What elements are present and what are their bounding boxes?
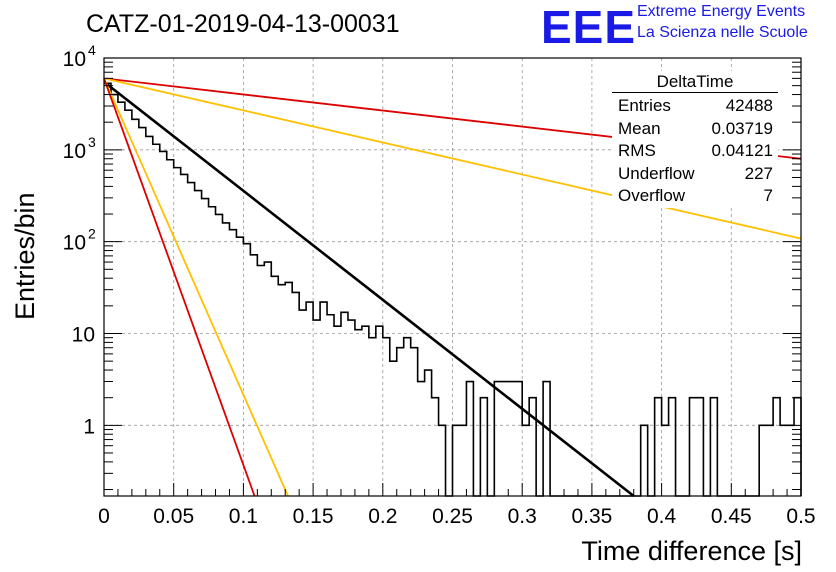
logo-line1: Extreme Energy Events: [637, 3, 806, 20]
y-tick-label: 10: [63, 232, 86, 255]
x-tick-label: 0.3: [508, 505, 537, 528]
y-tick-label: 10: [63, 48, 86, 71]
stats-label: RMS: [618, 141, 656, 160]
x-tick-label: 0.25: [432, 505, 473, 528]
fit-curve: [103, 78, 256, 497]
histogram-outline: [104, 82, 802, 497]
stats-row: Entries 42488: [612, 95, 778, 118]
stats-value: 0.04121: [711, 141, 773, 160]
y-tick-exponent: 2: [88, 226, 96, 242]
stats-row: Mean 0.03719: [612, 118, 778, 141]
chart-title: CATZ-01-2019-04-13-00031: [86, 10, 400, 38]
y-tick-exponent: 3: [88, 134, 96, 150]
stats-value: 0.03719: [711, 118, 773, 138]
eee-logo: EEE: [541, 1, 637, 53]
axis-ticks: [103, 57, 802, 496]
x-tick-label: 0.2: [368, 505, 397, 528]
x-tick-label: 0.45: [711, 505, 752, 528]
y-axis-label: Entries/bin: [10, 192, 40, 320]
stats-label: Overflow: [618, 186, 686, 205]
stats-value: 227: [744, 163, 773, 183]
fit-curve: [103, 78, 289, 497]
stats-value: 7: [763, 186, 773, 205]
x-tick-label: 0.1: [229, 505, 258, 528]
stats-box-title: DeltaTime: [612, 71, 778, 93]
stats-row: Underflow 227: [612, 163, 778, 186]
histogram-series: [104, 82, 802, 497]
x-tick-labels: 0 0.05 0.1 0.15 0.2 0.25 0.3 0.35 0.4 0.45 0.5: [98, 505, 815, 528]
logo-line2: La Scienza nelle Scuole: [637, 24, 808, 41]
x-tick-label: 0.5: [786, 505, 815, 528]
stats-label: Underflow: [618, 163, 695, 183]
x-tick-label: 0.35: [571, 505, 612, 528]
y-tick-label: 10: [72, 323, 95, 346]
y-tick-exponent: 4: [88, 42, 96, 58]
y-tick-label: 10: [63, 140, 86, 163]
stats-row: Overflow 7: [612, 185, 778, 208]
x-axis-label: Time difference [s]: [581, 536, 802, 566]
stats-box: DeltaTime Entries 42488 Mean 0.03719 RMS 0.…: [612, 71, 778, 208]
y-tick-label: 1: [83, 415, 95, 438]
stats-value: 42488: [725, 96, 773, 115]
stats-label: Mean: [618, 118, 661, 138]
fit-curve: [103, 77, 802, 240]
x-tick-label: 0.4: [647, 505, 677, 528]
x-tick-label: 0.05: [153, 505, 194, 528]
fit-curve: [103, 80, 635, 498]
x-tick-label: 0.15: [293, 505, 334, 528]
stats-label: Entries: [618, 96, 671, 115]
stats-row: RMS 0.04121: [612, 140, 778, 163]
x-tick-label: 0: [98, 505, 110, 528]
fit-curves: [103, 77, 802, 498]
